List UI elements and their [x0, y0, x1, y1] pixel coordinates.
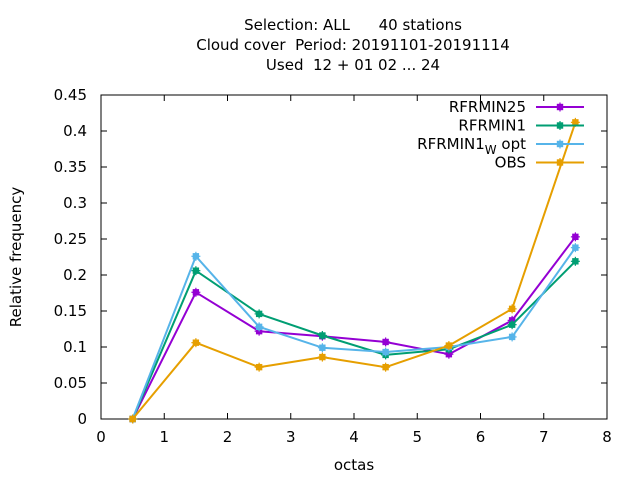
series-line	[131, 260, 577, 420]
legend-entry: RFRMIN25	[449, 98, 584, 116]
legend-entry: RFRMIN1	[458, 117, 584, 135]
legend-label: RFRMIN25	[449, 98, 526, 116]
y-tick-label: 0	[77, 410, 87, 428]
chart-title-line-3: Used 12 + 01 02 ... 24	[265, 56, 441, 74]
plot-area-frame	[100, 94, 608, 420]
x-tick-label: 2	[223, 428, 233, 446]
x-tick-label: 6	[476, 428, 486, 446]
series-4	[128, 117, 580, 424]
x-tick-label: 5	[412, 428, 422, 446]
legend-entry: OBS	[495, 154, 584, 172]
x-axis-label: octas	[334, 456, 374, 474]
y-tick-label: 0.35	[54, 158, 87, 176]
series-line	[131, 236, 577, 420]
y-tick-label: 0.05	[54, 374, 87, 392]
legend-entry: RFRMIN1W opt	[417, 135, 584, 157]
x-tick-label: 3	[286, 428, 296, 446]
chart-title-line-1: Selection: ALL 40 stations	[244, 16, 462, 34]
y-tick-label: 0.1	[63, 338, 87, 356]
series-line	[131, 122, 577, 420]
legend-label: RFRMIN1W opt	[417, 135, 526, 157]
y-tick-label: 0.15	[54, 302, 87, 320]
series-layer	[128, 117, 580, 424]
x-tick-label: 7	[539, 428, 549, 446]
y-tick-label: 0.4	[63, 122, 87, 140]
axes: 0 1 2 3 4 5 6 7 8 0 0.05 0.1 0.15 0.2 0.25 0.3 0.35 0.4 0.…	[54, 86, 612, 446]
x-tick-label: 8	[602, 428, 612, 446]
legend-label: OBS	[495, 154, 526, 172]
y-axis-label: Relative frequency	[7, 187, 25, 328]
y-tick-label: 0.2	[63, 266, 87, 284]
legend-label: RFRMIN1	[458, 117, 526, 135]
series-line	[131, 247, 577, 420]
y-tick-label: 0.25	[54, 230, 87, 248]
x-tick-label: 4	[349, 428, 359, 446]
x-tick-label: 1	[159, 428, 169, 446]
chart-title-line-2: Cloud cover Period: 20191101-20191114	[196, 36, 510, 54]
y-tick-label: 0.3	[63, 194, 87, 212]
y-tick-label: 0.45	[54, 86, 87, 104]
x-tick-label: 0	[96, 428, 106, 446]
